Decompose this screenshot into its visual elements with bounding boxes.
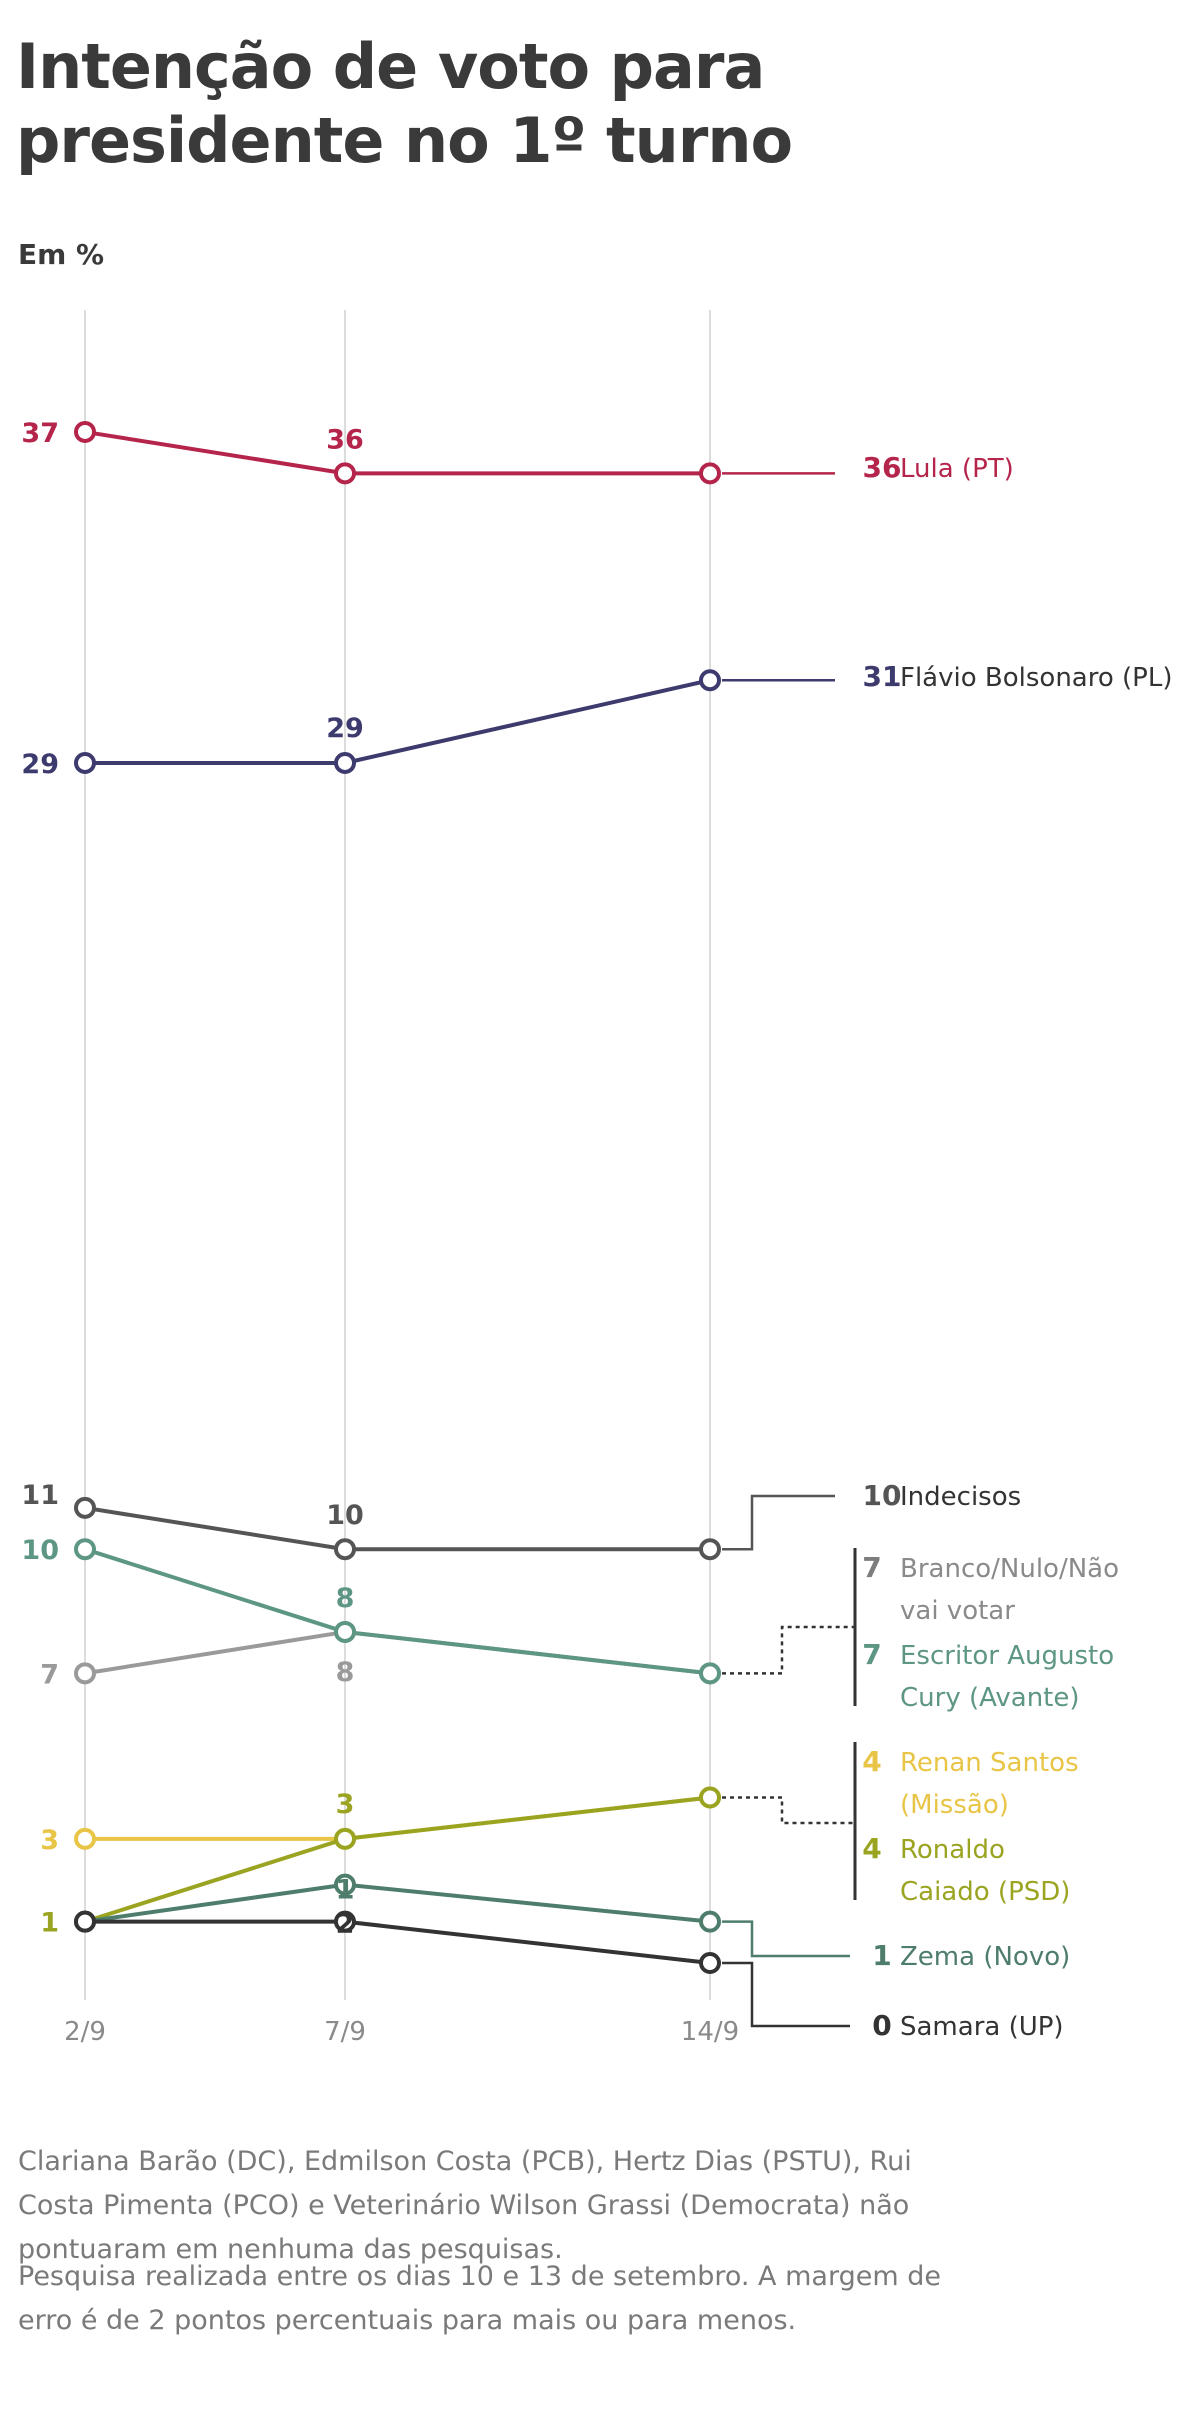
end-name-renan-santos-missao-line2: (Missão): [900, 1790, 1009, 1820]
point-branco-nulo-nao-vai-votar-2-9: [74, 1662, 96, 1685]
point-lula-pt-2-9: [74, 420, 96, 443]
series-line-escritor-augusto-cury-avante: [84, 1547, 711, 1676]
point-ronaldo-caiado-psd-14-9: [699, 1786, 721, 1809]
point-lula-pt-14-9: [699, 462, 721, 485]
footnote-not-scored: Clariana Barão (DC), Edmilson Costa (PCB…: [18, 2146, 912, 2265]
end-name-escritor-augusto-cury-avante-line2: Cury (Avante): [900, 1683, 1080, 1713]
end-name-branco-nulo-nao-vai-votar-line1: Branco/Nulo/Não: [900, 1554, 1119, 1584]
point-indecisos-2-9: [74, 1496, 96, 1519]
data-label-samara-up-7-9: 2: [336, 1909, 355, 1940]
point-escritor-augusto-cury-avante-14-9: [699, 1662, 721, 1685]
data-label-indecisos-7-9: 10: [326, 1500, 364, 1531]
data-label-ronaldo-caiado-psd-2-9: 1: [40, 1908, 59, 1939]
x-tick-label-2-9: 2/9: [64, 2017, 106, 2047]
connector-zema-novo: [722, 1920, 850, 1958]
series-line-lula-pt: [84, 429, 710, 476]
x-tick-label-7-9: 7/9: [324, 2017, 366, 2047]
end-name-flavio-bolsonaro-pl: Flávio Bolsonaro (PL): [900, 663, 1172, 693]
unit-label: Em %: [18, 238, 105, 271]
data-label-escritor-augusto-cury-avante-2-9: 10: [21, 1535, 59, 1566]
end-value-ronaldo-caiado-psd: 4: [862, 1832, 881, 1865]
end-value-flavio-bolsonaro-pl: 31: [863, 660, 902, 693]
end-name-renan-santos-missao-line1: Renan Santos: [900, 1748, 1079, 1778]
point-samara-up-2-9: [74, 1910, 96, 1933]
data-label-branco-nulo-nao-vai-votar-7-9: 8: [336, 1657, 355, 1688]
series-line-ronaldo-caiado-psd: [84, 1795, 711, 1924]
point-zema-novo-14-9: [699, 1910, 721, 1933]
chart-title: Intenção de voto para presidente no 1º t…: [16, 30, 793, 177]
end-name-indecisos: Indecisos: [900, 1482, 1021, 1512]
series-line-indecisos: [84, 1505, 710, 1552]
data-label-indecisos-2-9: 11: [21, 1480, 59, 1511]
end-value-lula-pt: 36: [863, 451, 902, 484]
connector-escritor-augusto-cury-avante: [722, 1625, 855, 1675]
data-label-flavio-bolsonaro-pl-7-9: 29: [326, 713, 364, 744]
data-label-ronaldo-caiado-psd-7-9: 3: [336, 1789, 355, 1820]
data-label-branco-nulo-nao-vai-votar-2-9: 7: [40, 1659, 59, 1690]
data-label-zema-novo-7-9: 1: [336, 1875, 355, 1906]
data-label-renan-santos-missao-2-9: 3: [40, 1825, 59, 1856]
point-flavio-bolsonaro-pl-2-9: [74, 751, 96, 774]
connector-samara-up: [722, 1961, 850, 2028]
end-value-renan-santos-missao: 4: [862, 1745, 881, 1778]
connector-ronaldo-caiado-psd: [722, 1796, 855, 1825]
point-lula-pt-7-9: [334, 462, 356, 485]
data-label-escritor-augusto-cury-avante-7-9: 8: [336, 1583, 355, 1614]
point-escritor-augusto-cury-avante-2-9: [74, 1538, 96, 1561]
point-samara-up-14-9: [699, 1952, 721, 1974]
end-name-lula-pt: Lula (PT): [900, 454, 1014, 484]
end-value-branco-nulo-nao-vai-votar: 7: [862, 1551, 881, 1584]
end-name-branco-nulo-nao-vai-votar-line2: vai votar: [900, 1596, 1015, 1626]
point-flavio-bolsonaro-pl-14-9: [699, 669, 721, 692]
point-indecisos-14-9: [699, 1538, 721, 1561]
point-samara-up-7-9: [334, 1910, 356, 1933]
end-name-ronaldo-caiado-psd-line2: Caiado (PSD): [900, 1877, 1070, 1907]
end-name-samara-up: Samara (UP): [900, 2012, 1064, 2042]
data-label-flavio-bolsonaro-pl-2-9: 29: [21, 749, 59, 780]
end-value-zema-novo: 1: [872, 1939, 891, 1972]
connector-indecisos: [722, 1494, 835, 1551]
point-zema-novo-7-9: [334, 1873, 356, 1896]
end-value-indecisos: 10: [863, 1479, 902, 1512]
point-flavio-bolsonaro-pl-7-9: [334, 751, 356, 774]
point-escritor-augusto-cury-avante-7-9: [334, 1620, 356, 1643]
point-ronaldo-caiado-psd-7-9: [334, 1827, 356, 1850]
point-indecisos-7-9: [334, 1538, 356, 1561]
series-line-samara-up: [85, 1919, 711, 1965]
end-value-samara-up: 0: [872, 2009, 891, 2042]
end-value-escritor-augusto-cury-avante: 7: [862, 1638, 881, 1671]
footnote-methodology: Pesquisa realizada entre os dias 10 e 13…: [18, 2261, 941, 2336]
data-label-lula-pt-2-9: 37: [21, 418, 59, 449]
end-name-ronaldo-caiado-psd-line1: Ronaldo: [900, 1835, 1005, 1865]
end-name-escritor-augusto-cury-avante-line1: Escritor Augusto: [900, 1641, 1114, 1671]
end-name-zema-novo: Zema (Novo): [900, 1942, 1070, 1972]
point-renan-santos-missao-2-9: [74, 1827, 96, 1850]
series-line-flavio-bolsonaro-pl: [85, 678, 711, 765]
data-label-lula-pt-7-9: 36: [326, 424, 364, 455]
x-tick-label-14-9: 14/9: [681, 2017, 739, 2047]
